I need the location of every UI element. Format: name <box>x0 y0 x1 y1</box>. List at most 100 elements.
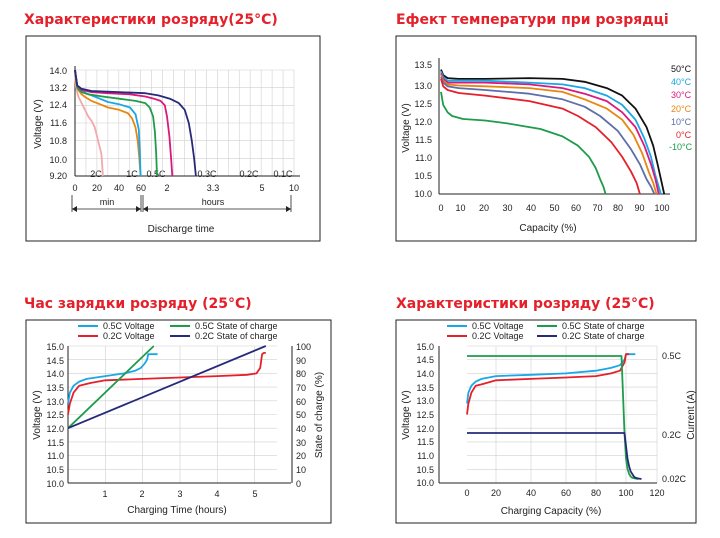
chart1-ytick: 10.8 <box>49 136 67 146</box>
chart1-range-marks <box>71 195 292 212</box>
chart4-xtick: 0 <box>464 488 469 498</box>
chart4-ytick: 11.0 <box>417 451 434 461</box>
chart2-ytick: 13.5 <box>414 60 432 70</box>
chart1-ytick: 14.0 <box>49 66 67 76</box>
chart4-yticks: 15.0 14.5 14.0 13.5 13.0 12.5 12.0 11.5 … <box>416 342 434 488</box>
chart4-legend-label: 0.2C Voltage <box>472 331 524 341</box>
chart4-legend-label: 0.5C Voltage <box>472 321 524 331</box>
chart2-xtick: 90 <box>634 203 644 213</box>
chart1-xtick: 20 <box>92 183 102 193</box>
chart3-ytick: 14.5 <box>46 356 64 366</box>
chart2-xtick: 60 <box>571 203 581 213</box>
chart2-legend-20c: 20°C <box>671 104 692 114</box>
chart4-xlabel: Charging Capacity (%) <box>501 506 602 517</box>
chart3-ytick-right: 40 <box>296 424 306 434</box>
chart3-yticks-right: 100 90 80 70 60 50 40 30 20 10 0 <box>296 342 311 489</box>
chart1-xtick: 2 <box>164 183 169 193</box>
chart3-ytick: 11.5 <box>47 438 64 448</box>
chart2-ytick: 10.5 <box>414 171 432 181</box>
chart2-ylabel: Voltage (V) <box>401 103 412 152</box>
chart2-xticks: 0 10 20 30 40 50 60 70 80 90 100 <box>438 203 669 213</box>
chart4-ytick: 10.0 <box>416 478 434 488</box>
chart4-series-2 <box>467 355 639 480</box>
chart3-frame <box>25 319 332 524</box>
chart2-series-1 <box>440 71 662 195</box>
chart1-yticks: 14.0 13.2 12.4 11.6 10.8 10.0 9.20 <box>49 66 67 181</box>
chart3-series-2 <box>67 345 155 429</box>
chart2-yticks: 13.5 13.0 12.5 12.0 11.5 11.0 10.5 10.0 <box>414 60 432 199</box>
chart4-yticks-right: 0.5C 0.2C 0.02C <box>662 351 687 484</box>
chart4-legend-label: 0.2C State of charge <box>562 331 645 341</box>
chart2-xtick: 80 <box>613 203 623 213</box>
chart3-ytick: 15.0 <box>46 342 64 352</box>
chart2-legend: 50°C 40°C 30°C 20°C 10°C 0°C -10°C <box>669 64 693 152</box>
chart2-xlabel: Capacity (%) <box>519 223 576 234</box>
chart3-ytick-right: 90 <box>296 356 306 366</box>
chart3-ytick-right: 20 <box>296 451 306 461</box>
chart2-series-4 <box>440 76 656 195</box>
chart3-ytick: 10.5 <box>46 465 64 475</box>
chart3-ytick-right: 80 <box>296 369 306 379</box>
chart4-xticks: 0 20 40 60 80 100 120 <box>464 488 664 498</box>
chart1-xtick: 40 <box>114 183 124 193</box>
chart3-xtick: 5 <box>252 489 257 499</box>
chart1-xtick: 0 <box>72 183 77 193</box>
chart3-ytick-right: 50 <box>296 410 306 420</box>
chart4-ytick: 13.5 <box>416 383 434 393</box>
chart3-xtick: 4 <box>214 489 219 499</box>
chart1-xtick: 10 <box>289 183 299 193</box>
chart2-xtick: 70 <box>592 203 602 213</box>
chart4-xtick: 100 <box>618 488 633 498</box>
chart4-ytick-right: 0.5C <box>662 351 682 361</box>
chart4-series-1 <box>466 353 630 415</box>
chart1-series-3 <box>74 69 158 177</box>
chart1-series-1 <box>74 69 142 177</box>
chart3-ytick-right: 0 <box>296 479 301 489</box>
chart4-ytick: 13.0 <box>416 396 434 406</box>
chart1-label-2c: 2C <box>90 169 102 179</box>
chart3-legend-label: 0.2C State of charge <box>195 331 278 341</box>
chart3-ytick-right: 30 <box>296 438 306 448</box>
chart1-xticks: 0 20 40 60 2 3.3 5 10 <box>72 183 299 193</box>
chart2-ytick: 13.0 <box>414 81 432 91</box>
chart4-series-3 <box>467 432 642 480</box>
chart4-legend-label: 0.5C State of charge <box>562 321 645 331</box>
chart2-ytick: 11.0 <box>415 153 432 163</box>
chart2-xtick: 30 <box>502 203 512 213</box>
chart4-xtick: 20 <box>491 488 501 498</box>
chart2-xtick: 40 <box>526 203 536 213</box>
chart2-ytick: 12.0 <box>414 117 432 127</box>
chart2-ytick: 12.5 <box>414 99 432 109</box>
chart3-ytick-right: 70 <box>296 383 306 393</box>
chart4-ylabel-right: Current (A) <box>686 390 697 439</box>
chart3-xtick: 2 <box>139 489 144 499</box>
chart4-ytick: 15.0 <box>416 342 434 352</box>
chart3-ytick-right: 60 <box>296 397 306 407</box>
chart4-ytick: 11.5 <box>417 437 434 447</box>
chart1-xtick: 60 <box>136 183 146 193</box>
chart3-yticks: 15.0 14.5 14.0 13.5 13.0 12.5 12.0 11.5 … <box>46 342 64 489</box>
chart2-series-2 <box>440 72 660 195</box>
chart2-xtick: 100 <box>654 203 669 213</box>
chart4-ytick: 12.0 <box>416 424 434 434</box>
chart2-frame <box>395 35 697 242</box>
chart2-legend-m10c: -10°C <box>669 142 693 152</box>
chart1-ytick: 11.6 <box>50 118 67 128</box>
chart1-ytick: 12.4 <box>49 100 67 110</box>
chart2-title: Ефект температури при розрядці <box>396 12 669 28</box>
chart1-series-4 <box>74 69 174 177</box>
chart4-legend: 0.5C Voltage 0.2C Voltage 0.5C State of … <box>447 321 645 341</box>
chart4-ytick: 14.0 <box>416 369 434 379</box>
chart1-series-0 <box>74 69 104 177</box>
chart4-xtick: 60 <box>561 488 571 498</box>
chart3-ylabel: Voltage (V) <box>32 390 43 439</box>
chart4-ytick: 14.5 <box>416 355 434 365</box>
chart3-ytick: 13.5 <box>46 383 64 393</box>
chart2-series-5 <box>440 78 641 195</box>
chart1-xtick: 3.3 <box>207 183 220 193</box>
chart3-series-0 <box>67 353 158 404</box>
chart3-xlabel: Charging Time (hours) <box>127 505 226 516</box>
chart3-xtick: 3 <box>177 489 182 499</box>
chart1-group-hours: hours <box>202 197 225 207</box>
